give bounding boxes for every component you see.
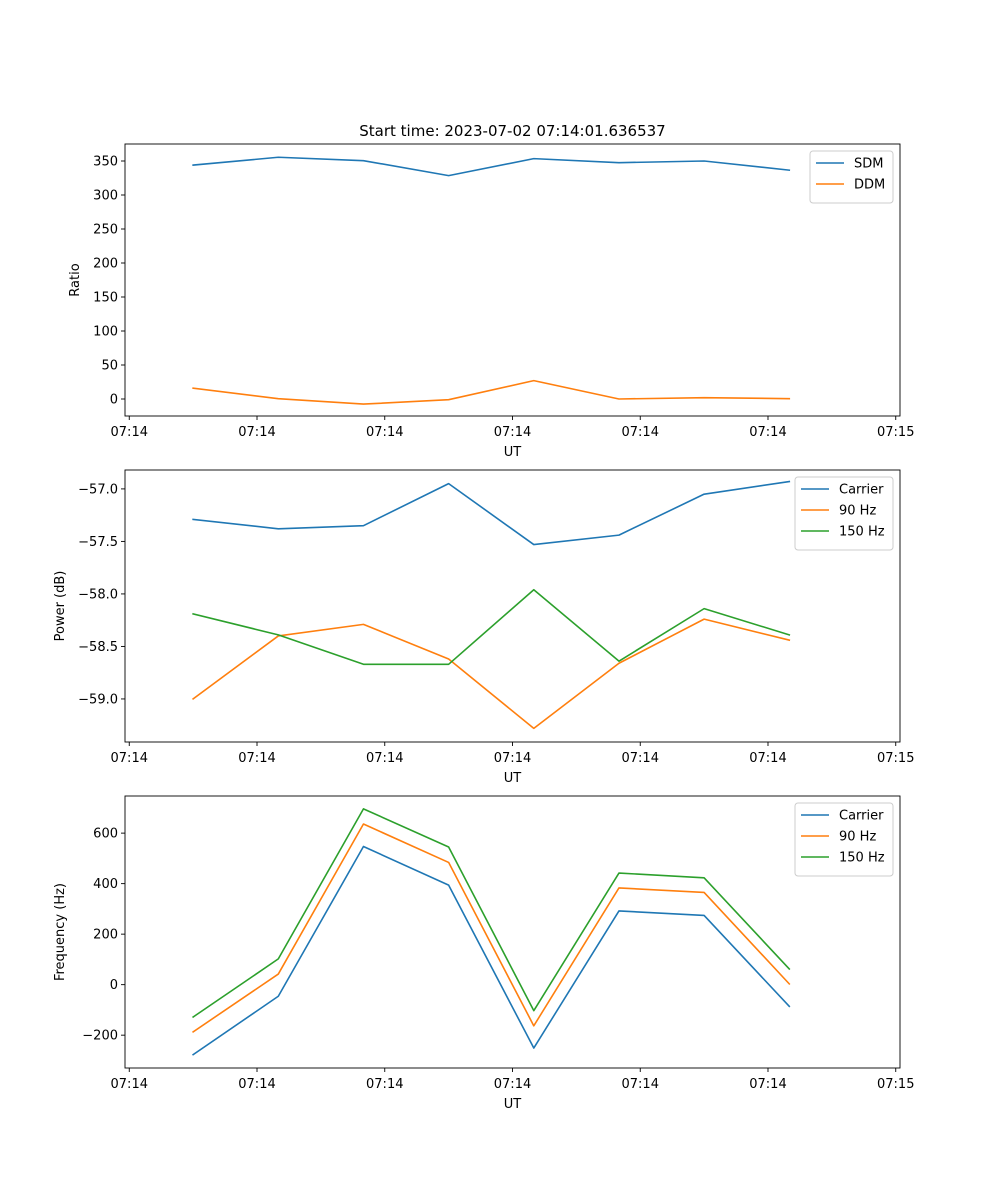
x-tick-label: 07:14: [238, 425, 275, 440]
y-axis-label: Frequency (Hz): [53, 883, 68, 981]
series-line-150-hz: [192, 588, 791, 666]
legend-label: 150 Hz: [839, 851, 885, 866]
x-tick-label: 07:14: [622, 425, 659, 440]
legend-label: Carrier: [839, 483, 884, 498]
x-tick-label: 07:15: [877, 751, 914, 766]
series-line-90-hz: [192, 618, 791, 730]
subplot-1: 07:14 07:14 07:14 07:14 07:14 07:14 07:15 0 50 10…: [68, 143, 914, 460]
legend-label: 150 Hz: [839, 525, 885, 540]
y-tick-label: 300: [93, 189, 118, 204]
y-tick-label: −200: [82, 1029, 118, 1044]
y-tick-label: 150: [93, 291, 118, 306]
legend: Carrier 90 Hz 150 Hz: [794, 476, 894, 551]
x-tick-label: 07:14: [494, 751, 531, 766]
legend-box: [809, 150, 894, 204]
legend-label: 90 Hz: [839, 504, 876, 519]
x-tick-label: 07:14: [749, 425, 786, 440]
x-tick-label: 07:14: [238, 751, 275, 766]
y-tick-label: −59.0: [78, 692, 118, 707]
y-tick-label: 0: [110, 393, 118, 408]
y-tick-label: 350: [93, 155, 118, 170]
x-tick-label: 07:14: [366, 751, 403, 766]
series-line-carrier: [192, 480, 791, 546]
x-tick-label: 07:14: [622, 1077, 659, 1092]
x-tick-label: 07:14: [749, 751, 786, 766]
series-line-sdm: [192, 156, 791, 177]
figure-title: Start time: 2023-07-02 07:14:01.636537: [359, 122, 665, 140]
y-tick-label: 200: [93, 257, 118, 272]
y-tick-label: 400: [93, 877, 118, 892]
legend: Carrier 90 Hz 150 Hz: [794, 802, 894, 877]
x-axis-label: UT: [504, 1097, 522, 1112]
legend: SDM DDM: [809, 150, 894, 204]
x-tick-label: 07:14: [622, 751, 659, 766]
x-tick-label: 07:15: [877, 1077, 914, 1092]
x-tick-label: 07:14: [111, 751, 148, 766]
legend-label: 90 Hz: [839, 830, 876, 845]
y-tick-label: −57.5: [78, 535, 118, 550]
x-tick-label: 07:14: [238, 1077, 275, 1092]
x-tick-label: 07:14: [111, 425, 148, 440]
x-tick-label: 07:14: [494, 1077, 531, 1092]
y-tick-label: −58.5: [78, 640, 118, 655]
legend-label: SDM: [854, 157, 883, 172]
series-line-90-hz: [192, 823, 791, 1033]
x-tick-label: 07:14: [366, 1077, 403, 1092]
legend-label: Carrier: [839, 809, 884, 824]
y-tick-label: −57.0: [78, 482, 118, 497]
y-axis-label: Ratio: [68, 263, 83, 296]
x-tick-label: 07:14: [494, 425, 531, 440]
y-tick-label: 100: [93, 325, 118, 340]
subplot-2: 07:14 07:14 07:14 07:14 07:14 07:14 07:15 −59.0…: [53, 469, 914, 786]
subplots: 07:14 07:14 07:14 07:14 07:14 07:14 07:15 0 50 10…: [53, 143, 914, 1112]
x-axis-label: UT: [504, 445, 522, 460]
y-axis-label: Power (dB): [53, 571, 68, 642]
x-tick-label: 07:14: [366, 425, 403, 440]
series-line-carrier: [192, 845, 791, 1056]
legend-label: DDM: [854, 178, 885, 193]
x-tick-label: 07:14: [111, 1077, 148, 1092]
y-tick-label: 50: [101, 359, 118, 374]
x-axis-label: UT: [504, 771, 522, 786]
series-line-ddm: [192, 379, 791, 405]
y-tick-label: 600: [93, 827, 118, 842]
x-tick-label: 07:15: [877, 425, 914, 440]
subplot-3: 07:14 07:14 07:14 07:14 07:14 07:14 07:15 −200 0…: [53, 795, 914, 1112]
x-tick-label: 07:14: [749, 1077, 786, 1092]
series-line-150-hz: [192, 808, 791, 1019]
y-tick-label: 200: [93, 928, 118, 943]
y-tick-label: 250: [93, 223, 118, 238]
y-tick-label: 0: [110, 978, 118, 993]
y-tick-label: −58.0: [78, 587, 118, 602]
